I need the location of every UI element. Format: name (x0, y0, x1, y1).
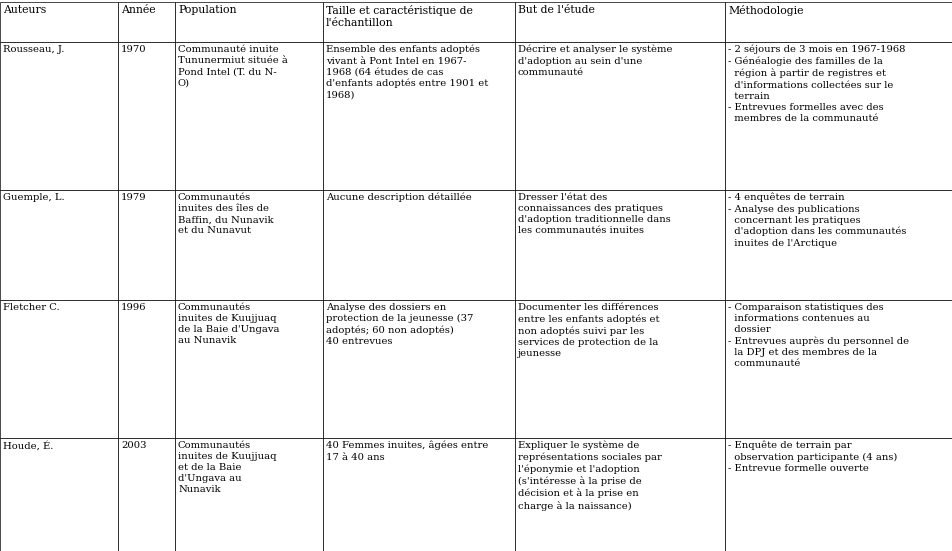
Bar (514, 300, 724, 438)
Text: Houde, É.: Houde, É. (3, 441, 53, 451)
Text: Aucune description détaillée: Aucune description détaillée (326, 193, 471, 203)
Bar (724, 2, 952, 42)
Bar (514, 438, 724, 551)
Bar (175, 438, 323, 551)
Bar (175, 2, 323, 42)
Text: Rousseau, J.: Rousseau, J. (3, 45, 65, 54)
Text: 40 Femmes inuites, âgées entre
17 à 40 ans: 40 Femmes inuites, âgées entre 17 à 40 a… (326, 441, 487, 462)
Text: Année: Année (121, 5, 155, 15)
Text: - Enquête de terrain par
  observation participante (4 ans)
- Entrevue formelle : - Enquête de terrain par observation par… (727, 441, 897, 473)
Bar (323, 42, 514, 190)
Bar (118, 300, 175, 438)
Bar (724, 300, 952, 438)
Text: Communautés
inuites des îles de
Baffin, du Nunavik
et du Nunavut: Communautés inuites des îles de Baffin, … (178, 193, 273, 235)
Text: 1996: 1996 (121, 303, 147, 312)
Bar (0, 2, 118, 42)
Bar (514, 42, 724, 190)
Text: Méthodologie: Méthodologie (727, 5, 803, 16)
Bar (175, 300, 323, 438)
Text: Guemple, L.: Guemple, L. (3, 193, 65, 202)
Bar (0, 42, 118, 190)
Bar (323, 438, 514, 551)
Text: Ensemble des enfants adoptés
vivant à Pont Intel en 1967-
1968 (64 études de cas: Ensemble des enfants adoptés vivant à Po… (326, 45, 487, 100)
Text: 1970: 1970 (121, 45, 147, 54)
Bar (514, 2, 724, 42)
Bar (724, 42, 952, 190)
Bar (724, 438, 952, 551)
Bar (118, 190, 175, 300)
Bar (175, 42, 323, 190)
Bar (724, 190, 952, 300)
Bar (118, 42, 175, 190)
Bar (323, 2, 514, 42)
Bar (118, 438, 175, 551)
Text: Documenter les différences
entre les enfants adoptés et
non adoptés suivi par le: Documenter les différences entre les enf… (518, 303, 659, 358)
Text: Population: Population (178, 5, 236, 15)
Bar (175, 190, 323, 300)
Text: Décrire et analyser le système
d'adoption au sein d'une
communauté: Décrire et analyser le système d'adoptio… (518, 45, 672, 77)
Text: Communautés
inuites de Kuujjuaq
et de la Baie
d'Ungava au
Nunavik: Communautés inuites de Kuujjuaq et de la… (178, 441, 276, 494)
Bar (118, 2, 175, 42)
Bar (323, 300, 514, 438)
Bar (0, 300, 118, 438)
Text: - 2 séjours de 3 mois en 1967-1968
- Généalogie des familles de la
  région à pa: - 2 séjours de 3 mois en 1967-1968 - Gén… (727, 45, 904, 123)
Bar (0, 190, 118, 300)
Text: 2003: 2003 (121, 441, 147, 450)
Text: Auteurs: Auteurs (3, 5, 47, 15)
Text: 1979: 1979 (121, 193, 147, 202)
Bar (323, 190, 514, 300)
Text: Taille et caractéristique de
l'échantillon: Taille et caractéristique de l'échantill… (326, 5, 472, 29)
Text: Fletcher C.: Fletcher C. (3, 303, 60, 312)
Text: - 4 enquêtes de terrain
- Analyse des publications
  concernant les pratiques
  : - 4 enquêtes de terrain - Analyse des pu… (727, 193, 905, 247)
Bar (514, 190, 724, 300)
Text: Expliquer le système de
représentations sociales par
l'éponymie et l'adoption
(s: Expliquer le système de représentations … (518, 441, 662, 511)
Text: Analyse des dossiers en
protection de la jeunesse (37
adoptés; 60 non adoptés)
4: Analyse des dossiers en protection de la… (326, 303, 473, 346)
Text: But de l'étude: But de l'étude (518, 5, 594, 15)
Text: Communautés
inuites de Kuujjuaq
de la Baie d'Ungava
au Nunavik: Communautés inuites de Kuujjuaq de la Ba… (178, 303, 279, 345)
Text: Dresser l'état des
connaissances des pratiques
d'adoption traditionnelle dans
le: Dresser l'état des connaissances des pra… (518, 193, 670, 235)
Bar (0, 438, 118, 551)
Text: Communauté inuite
Tununermiut située à
Pond Intel (T. du N-
O): Communauté inuite Tununermiut située à P… (178, 45, 288, 87)
Text: - Comparaison statistiques des
  informations contenues au
  dossier
- Entrevues: - Comparaison statistiques des informati… (727, 303, 908, 368)
